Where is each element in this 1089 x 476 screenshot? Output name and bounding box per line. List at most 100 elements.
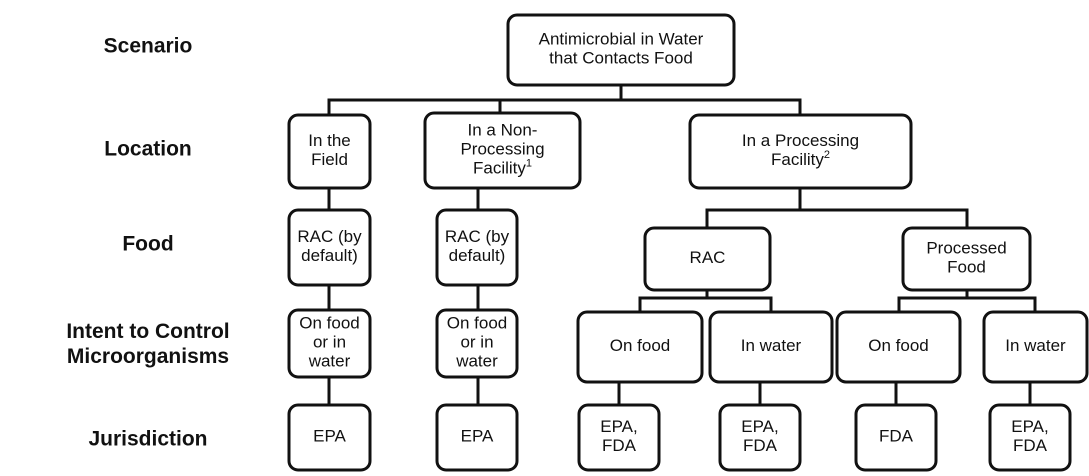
- node-label: Processed: [926, 239, 1006, 258]
- node-label-text: Food: [947, 258, 986, 277]
- connector: [638, 296, 773, 312]
- node-box: [708, 310, 834, 384]
- node-label-text: FDA: [1013, 436, 1048, 455]
- node-box: [506, 13, 736, 87]
- node-label-text: EPA: [313, 427, 346, 446]
- row-label: Intent to Control: [66, 320, 229, 343]
- node-label: EPA: [461, 427, 494, 446]
- node-label: FDA: [602, 436, 637, 455]
- node-label: EPA: [313, 427, 346, 446]
- node-label: In the: [308, 131, 351, 150]
- node-box: [718, 403, 802, 472]
- row-label: Food: [122, 233, 173, 256]
- node-label-text: default): [449, 246, 506, 265]
- node-label: FDA: [1013, 436, 1048, 455]
- node-box: [988, 403, 1072, 472]
- row-label: Jurisdiction: [88, 428, 207, 451]
- node-box: [287, 113, 372, 190]
- node-label: RAC (by: [445, 227, 510, 246]
- node-label: default): [449, 246, 506, 265]
- node: FDA: [854, 403, 938, 472]
- node-box: [854, 403, 938, 472]
- node-label: Antimicrobial in Water: [539, 30, 704, 49]
- node-label-text: In a Non-: [468, 121, 538, 140]
- row-label: Location: [104, 138, 192, 161]
- node-box: [576, 310, 704, 384]
- node-label-text: In water: [741, 336, 802, 355]
- node-label: In water: [1005, 336, 1066, 355]
- node-label: RAC (by: [297, 227, 362, 246]
- node-label-text: RAC (by: [445, 227, 510, 246]
- node-label: EPA,: [741, 417, 778, 436]
- node-label: water: [455, 352, 498, 371]
- superscript: 2: [824, 149, 830, 161]
- node-label: FDA: [879, 427, 914, 446]
- node-box: [901, 226, 1032, 292]
- superscript: 1: [526, 157, 532, 169]
- node-label-text: or in: [460, 333, 493, 352]
- node-label-text: On food: [299, 314, 360, 333]
- node: On food: [576, 310, 704, 384]
- node-label-text: default): [301, 246, 358, 265]
- node-label-text: water: [308, 352, 351, 371]
- node: In water: [982, 310, 1089, 384]
- node-label: default): [301, 246, 358, 265]
- node-label: or in: [313, 333, 346, 352]
- node-label-text: EPA,: [741, 417, 778, 436]
- node-label-text: water: [455, 352, 498, 371]
- node-label: that Contacts Food: [549, 49, 693, 68]
- node-box: [643, 226, 772, 292]
- node-label-text: Processing: [460, 140, 544, 159]
- node: EPA: [435, 403, 519, 472]
- node-box: [835, 310, 962, 384]
- node-box: [435, 403, 519, 472]
- row-label: Microorganisms: [67, 345, 229, 368]
- node-label: or in: [460, 333, 493, 352]
- node: EPA,FDA: [718, 403, 802, 472]
- node-label-text: FDA: [879, 427, 914, 446]
- node: EPA,FDA: [577, 403, 661, 472]
- node-label: In a Processing: [742, 131, 859, 150]
- node-label-text: FDA: [743, 436, 778, 455]
- connector: [705, 208, 969, 228]
- node-box: [435, 208, 519, 287]
- node-label-text: Processed: [926, 239, 1006, 258]
- row-label: Scenario: [104, 35, 193, 58]
- node-box: [982, 310, 1089, 384]
- node: On food: [835, 310, 962, 384]
- node-label-text: On food: [447, 314, 508, 333]
- node-label: On food: [299, 314, 360, 333]
- node-label: FDA: [743, 436, 778, 455]
- node-label: Facility1: [473, 157, 532, 178]
- node-label-text: that Contacts Food: [549, 49, 693, 68]
- node-label-text: RAC (by: [297, 227, 362, 246]
- node-label-text: or in: [313, 333, 346, 352]
- node: EPA,FDA: [988, 403, 1072, 472]
- node-box: [688, 113, 913, 190]
- node-label-text: EPA,: [1011, 417, 1048, 436]
- node-label-text: On food: [868, 336, 929, 355]
- node-label-text: EPA: [461, 427, 494, 446]
- node: In water: [708, 310, 834, 384]
- node-label: In water: [741, 336, 802, 355]
- node-label-text: FDA: [602, 436, 637, 455]
- node-label: Processing: [460, 140, 544, 159]
- node-label: Food: [947, 258, 986, 277]
- connector: [897, 296, 1037, 312]
- node-label: EPA,: [600, 417, 637, 436]
- node-box: [287, 308, 372, 379]
- node-label-text: In a Processing: [742, 131, 859, 150]
- node-label: Field: [311, 150, 348, 169]
- node-label: In a Non-: [468, 121, 538, 140]
- node-box: [423, 111, 582, 190]
